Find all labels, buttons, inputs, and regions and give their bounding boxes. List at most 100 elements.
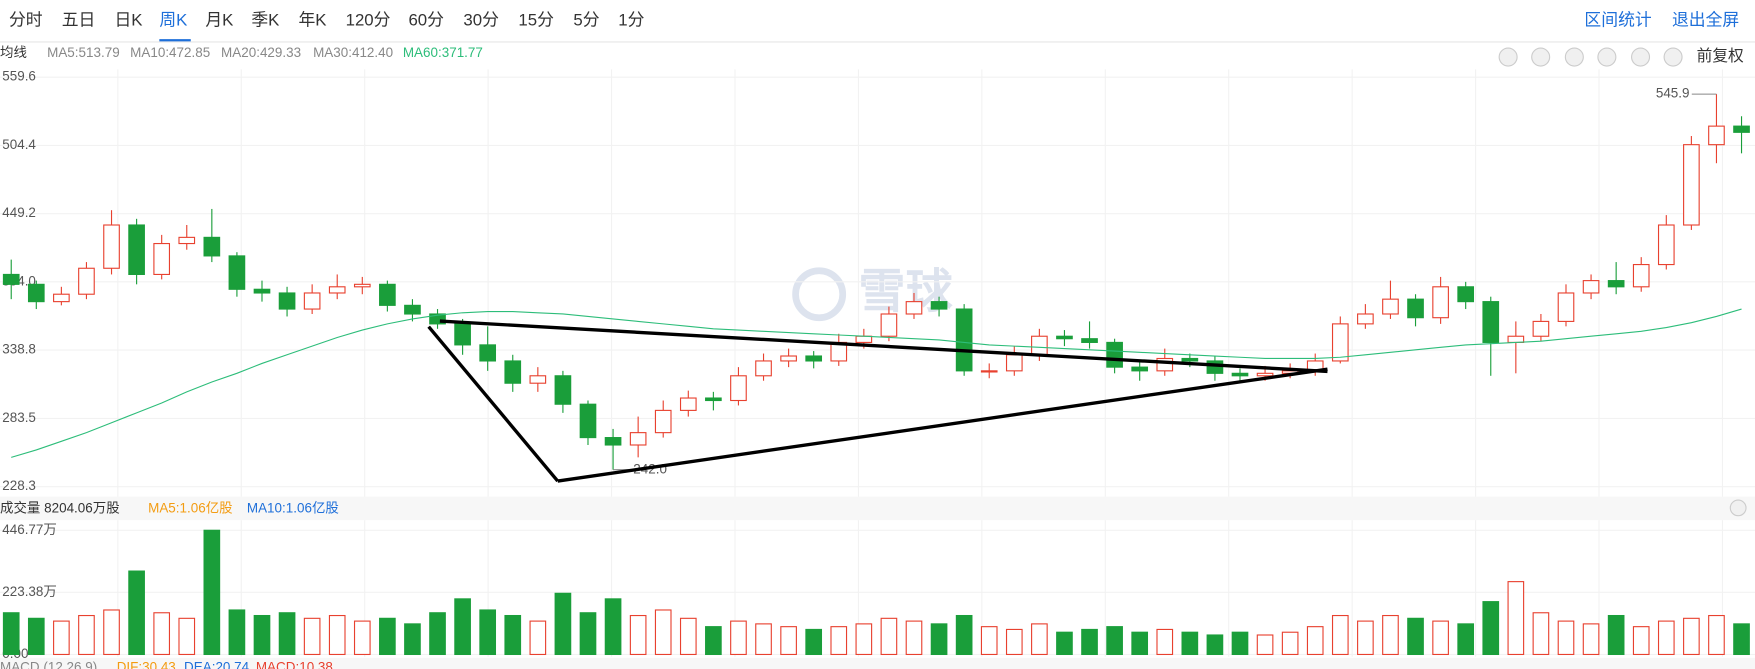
volume-bar — [1181, 631, 1199, 656]
link[interactable]: 退出全屏 — [1672, 11, 1739, 30]
volume-bar — [1106, 626, 1123, 656]
link[interactable]: 区间统计 — [1584, 11, 1651, 30]
volume-bar — [379, 617, 396, 656]
volume-bar — [2, 612, 20, 656]
volume-legend: 成交量 8204.06万股 — [0, 500, 120, 516]
volume-bar — [1407, 617, 1424, 656]
volume-bar — [504, 614, 522, 656]
tab[interactable]: 分时 — [9, 11, 43, 30]
y-tick-label: 559.6 — [2, 69, 36, 84]
candle-body — [379, 283, 396, 306]
toolbar-icons — [1498, 47, 1747, 517]
tab[interactable]: 1分 — [618, 11, 644, 30]
volume-bar — [1708, 614, 1725, 656]
candle-body — [228, 255, 246, 290]
candle-body — [128, 224, 145, 276]
candle-body — [303, 292, 321, 310]
tab[interactable]: 30分 — [463, 11, 499, 30]
volume-bar — [730, 620, 747, 656]
candle-body — [805, 355, 823, 362]
y-tick-label: 446.77万 — [2, 522, 57, 537]
candle-body — [1331, 323, 1349, 362]
candle-body — [1056, 335, 1073, 340]
candle-body — [1582, 280, 1600, 294]
tab[interactable]: 15分 — [518, 11, 554, 30]
volume-bar — [429, 612, 446, 656]
candle-body — [1407, 298, 1424, 319]
tab[interactable]: 周K — [159, 11, 188, 30]
tab[interactable]: 日K — [114, 11, 143, 30]
y-tick-label: 228.3 — [2, 478, 36, 493]
volume-bar — [654, 609, 672, 656]
ma-legend-item: MA20:429.33 — [221, 45, 301, 60]
volume-bar — [228, 609, 246, 656]
candle-body — [404, 304, 421, 315]
tab[interactable]: 120分 — [346, 11, 391, 30]
volume-bar — [930, 623, 948, 656]
candle-body — [755, 360, 772, 377]
volume-bar — [554, 592, 572, 656]
volume-bar — [1382, 614, 1399, 656]
volume-bar — [780, 626, 797, 656]
tab[interactable]: 五日 — [62, 11, 96, 30]
candle-body — [1557, 292, 1575, 322]
volume-bar — [1657, 620, 1675, 656]
candle-body — [1632, 263, 1650, 288]
candle-body — [203, 236, 221, 257]
volume-bar — [1306, 626, 1324, 656]
y-tick-label: 338.8 — [2, 342, 36, 357]
icon[interactable] — [1498, 47, 1518, 67]
candle-body — [1532, 320, 1550, 337]
volume-bar — [27, 617, 45, 656]
volume-bar — [353, 620, 371, 656]
icon[interactable] — [1663, 47, 1683, 67]
volume-bar — [1632, 626, 1650, 656]
close-icon[interactable] — [1729, 499, 1747, 517]
icon[interactable] — [1564, 47, 1584, 67]
volume-bar — [1331, 614, 1349, 656]
tab[interactable]: 季K — [251, 11, 280, 30]
icon[interactable] — [1531, 47, 1551, 67]
ma-legend-label: 均线 — [0, 45, 27, 60]
candle-body — [1507, 335, 1525, 343]
volume-bar — [679, 617, 697, 656]
volume-bar — [454, 598, 471, 656]
candle-body — [328, 286, 346, 294]
candle-body — [504, 360, 522, 384]
volume-legend: MA5:1.06亿股 — [148, 501, 233, 516]
volume-bar — [1507, 581, 1525, 656]
icon[interactable] — [1597, 47, 1617, 67]
icon[interactable] — [1631, 47, 1651, 67]
candle-body — [1081, 338, 1098, 343]
volume-bar — [328, 614, 346, 656]
candle-body — [253, 288, 271, 294]
candle-body — [27, 283, 45, 303]
tab[interactable]: 5分 — [573, 11, 599, 30]
candle-body — [1382, 298, 1399, 315]
ma-legend-item: MA30:412.40 — [313, 45, 393, 60]
candle-body — [1657, 224, 1675, 266]
volume-bar — [1231, 631, 1249, 656]
volume-bar — [905, 620, 923, 656]
tab[interactable]: 月K — [205, 11, 234, 30]
candle-body — [880, 313, 898, 337]
candle-body — [1031, 335, 1048, 356]
volume-bar — [579, 612, 597, 656]
candle-body — [579, 403, 597, 439]
y-tick-label: 223.38万 — [2, 584, 57, 599]
volume-bar — [253, 614, 271, 656]
volume-bar — [53, 620, 70, 656]
volume-bar — [479, 609, 497, 656]
ma-legend-item: MA10:472.85 — [130, 45, 210, 60]
candle-body — [1733, 125, 1750, 133]
candle-body — [479, 344, 497, 362]
tab[interactable]: 年K — [298, 11, 327, 30]
volume-bar — [1005, 628, 1023, 656]
candle-body — [78, 267, 95, 295]
volume-bar — [1557, 620, 1575, 656]
candle-body — [1482, 301, 1500, 343]
adjust[interactable]: 前复权 — [1697, 47, 1744, 65]
tab[interactable]: 60分 — [408, 11, 444, 30]
